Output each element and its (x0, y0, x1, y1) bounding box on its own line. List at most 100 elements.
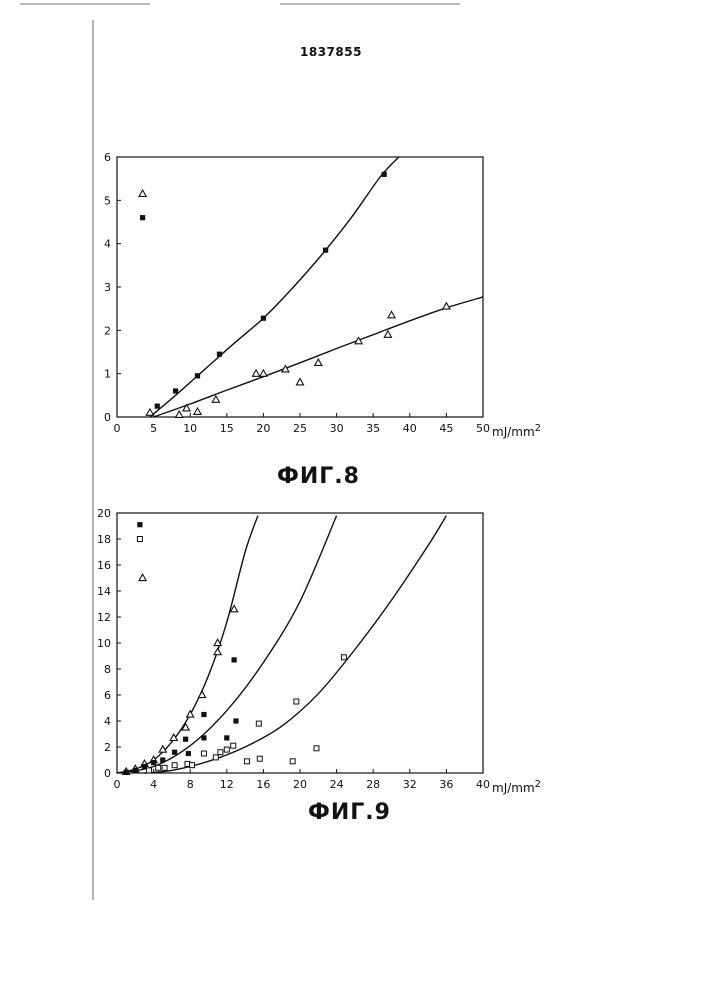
figure-8-point-triangle (252, 370, 259, 376)
figure-8-y-tick-label: 2 (104, 324, 111, 337)
figure-8-x-tick-label: 30 (330, 422, 344, 435)
figure-9-point-open-square (231, 743, 236, 748)
figure-8-point-filled-square (382, 172, 387, 177)
figure-8-x-tick-label: 50 (476, 422, 490, 435)
figure-8-legend-marker-filled-square (140, 215, 145, 220)
figure-8-y-tick-label: 1 (104, 368, 111, 381)
figure-9-x-tick-label: 32 (403, 778, 417, 791)
figure-8-point-filled-square (217, 352, 222, 357)
figure-9-x-tick-label: 8 (187, 778, 194, 791)
figure-9-point-open-square (244, 759, 249, 764)
figure-9-point-open-square (294, 699, 299, 704)
figure-8-point-triangle (388, 311, 395, 317)
figure-9-point-filled-square (224, 735, 229, 740)
figure-9-legend-marker-open-square (137, 537, 142, 542)
figure-9-point-open-square (147, 768, 152, 773)
figure-9-point-triangle (214, 648, 221, 654)
figure-9-y-tick-label: 16 (97, 559, 111, 572)
figure-9-y-tick-label: 0 (104, 767, 111, 780)
figure-9-fit-curve-triangle (117, 516, 258, 773)
figure-9-point-filled-square (133, 768, 138, 773)
figure-9-point-filled-square (160, 757, 165, 762)
figure-9-caption: ФИГ.9 (308, 800, 391, 825)
figure-9-x-tick-label: 40 (476, 778, 490, 791)
figure-8-point-filled-square (261, 316, 266, 321)
figure-8-x-axis-unit: mJ/mm2 (492, 423, 541, 439)
figure-9-point-filled-square (151, 760, 156, 765)
figure-9-x-axis-exponent: 2 (535, 779, 541, 790)
figure-9-x-tick-label: 20 (293, 778, 307, 791)
figure-9-fit-curves (117, 516, 446, 773)
figure-8-y-tick-label: 6 (104, 151, 111, 164)
figure-9-point-filled-square (201, 712, 206, 717)
figure-9-point-filled-square (124, 770, 129, 775)
figure-8-points (139, 172, 450, 418)
figure-9-x-axis-label: mJ/mm (492, 781, 535, 795)
figure-9-y-tick-label: 12 (97, 611, 111, 624)
figure-8-point-triangle (384, 331, 391, 337)
figure-9-x-tick-label: 36 (439, 778, 453, 791)
figure-9-x-tick-label: 0 (114, 778, 121, 791)
figure-8-point-triangle (176, 411, 183, 417)
figure-9-y-tick-label: 18 (97, 533, 111, 546)
figure-8-x-tick-label: 0 (114, 422, 121, 435)
figure-8-point-triangle (194, 408, 201, 414)
figure-9-y-tick-label: 10 (97, 637, 111, 650)
figure-8-legend-marker-triangle (139, 190, 146, 196)
figure-9-point-filled-square (233, 718, 238, 723)
figure-8-ticks: 051015202530354045500123456 (104, 151, 490, 435)
figure-9-y-tick-label: 4 (104, 715, 111, 728)
figure-9-points (123, 522, 347, 775)
figure-8-y-tick-label: 4 (104, 238, 111, 251)
figure-9-point-filled-square (186, 751, 191, 756)
figure-8-y-tick-label: 3 (104, 281, 111, 294)
figure-9-point-triangle (198, 691, 205, 697)
figure-9-fit-curve-filled-square (117, 516, 337, 773)
figure-8-x-tick-label: 5 (150, 422, 157, 435)
figure-9-x-axis-unit: mJ/mm2 (492, 779, 541, 795)
figure-8-x-tick-label: 35 (366, 422, 380, 435)
figure-9-point-open-square (190, 763, 195, 768)
figure-8-point-triangle (260, 370, 267, 376)
figure-9-point-filled-square (201, 735, 206, 740)
figure-9-point-open-square (314, 746, 319, 751)
figure-9-y-tick-label: 6 (104, 689, 111, 702)
figure-8-point-triangle (146, 409, 153, 415)
figure-9-legend-marker-filled-square (137, 522, 142, 527)
figure-9-x-tick-label: 12 (220, 778, 234, 791)
figure-9-ticks: 048121620242832364002468101214161820 (97, 507, 490, 791)
figure-8-caption: ФИГ.8 (277, 464, 360, 489)
figure-8-x-axis-label: mJ/mm (492, 425, 535, 439)
figure-8-x-tick-label: 15 (220, 422, 234, 435)
figure-8-chart: 051015202530354045500123456 (104, 151, 490, 435)
figure-9-y-tick-label: 14 (97, 585, 111, 598)
figure-8-x-tick-label: 20 (256, 422, 270, 435)
figure-8-point-filled-square (323, 248, 328, 253)
figure-9-point-filled-square (172, 750, 177, 755)
figure-8-x-tick-label: 40 (403, 422, 417, 435)
figure-8-fit-curve-filled-square (150, 157, 399, 417)
figure-9-point-open-square (172, 763, 177, 768)
figure-8-point-triangle (183, 405, 190, 411)
figure-9-x-tick-label: 16 (256, 778, 270, 791)
figure-9-legend-marker-triangle (139, 574, 146, 580)
figure-9-point-open-square (341, 655, 346, 660)
figure-9-point-filled-square (232, 657, 237, 662)
figure-9-y-tick-label: 8 (104, 663, 111, 676)
figure-8-point-filled-square (155, 404, 160, 409)
figure-8-point-triangle (315, 359, 322, 365)
figure-8-point-filled-square (195, 373, 200, 378)
figure-9-x-tick-label: 28 (366, 778, 380, 791)
figure-9-x-tick-label: 24 (330, 778, 344, 791)
figure-9-chart: 048121620242832364002468101214161820 (97, 507, 490, 791)
figure-9-point-open-square (257, 756, 262, 761)
figure-8-point-triangle (212, 396, 219, 402)
figure-9-point-filled-square (183, 737, 188, 742)
figure-9-x-tick-label: 4 (150, 778, 157, 791)
figure-8-point-triangle (443, 303, 450, 309)
figure-9-point-open-square (201, 751, 206, 756)
figure-8-x-axis-exponent: 2 (535, 423, 541, 434)
figure-8-fit-curve-triangle (154, 297, 483, 417)
figure-9-plot-frame (117, 513, 483, 773)
